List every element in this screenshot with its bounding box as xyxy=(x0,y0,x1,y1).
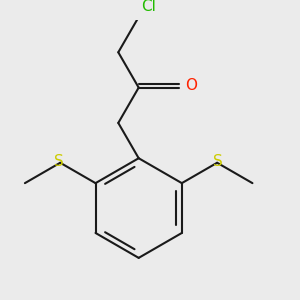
Text: S: S xyxy=(54,154,64,169)
Text: O: O xyxy=(185,78,197,93)
Text: S: S xyxy=(213,154,223,169)
Text: Cl: Cl xyxy=(141,0,156,14)
